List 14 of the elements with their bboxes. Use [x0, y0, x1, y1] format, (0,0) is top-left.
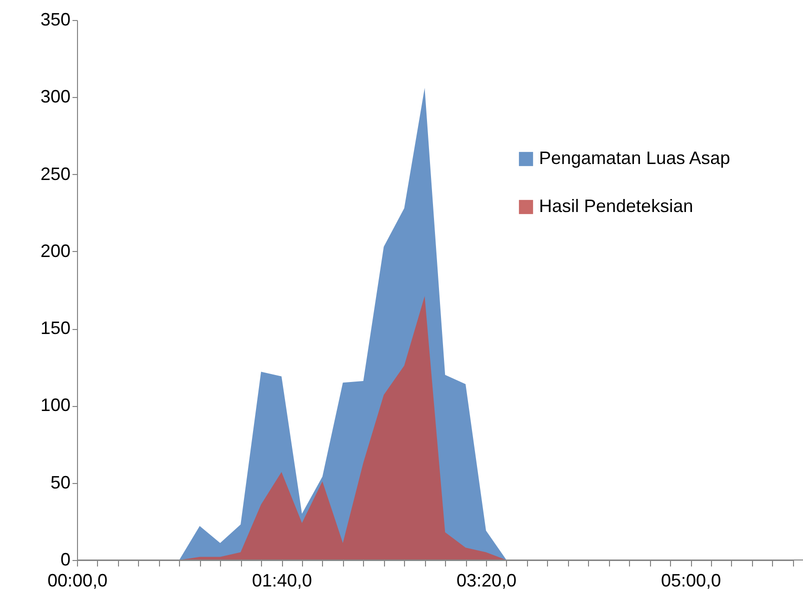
y-tick-label: 0 [60, 550, 70, 570]
x-tick-label: 05:00,0 [660, 570, 722, 590]
y-tick-label: 250 [40, 164, 70, 184]
y-tick-label: 350 [40, 10, 70, 30]
legend-label: Pengamatan Luas Asap [539, 148, 730, 168]
y-tick-label: 200 [40, 240, 70, 261]
y-tick-label: 150 [40, 318, 70, 338]
x-tick-label: 03:20,0 [456, 570, 517, 590]
y-tick-label: 100 [40, 395, 70, 416]
x-tick-label: 00:00,0 [47, 570, 108, 590]
legend-label: Hasil Pendeteksian [539, 196, 694, 216]
y-tick-label: 300 [40, 86, 70, 107]
x-tick-label: 01:40,0 [252, 570, 312, 590]
y-tick-label: 50 [50, 472, 70, 492]
